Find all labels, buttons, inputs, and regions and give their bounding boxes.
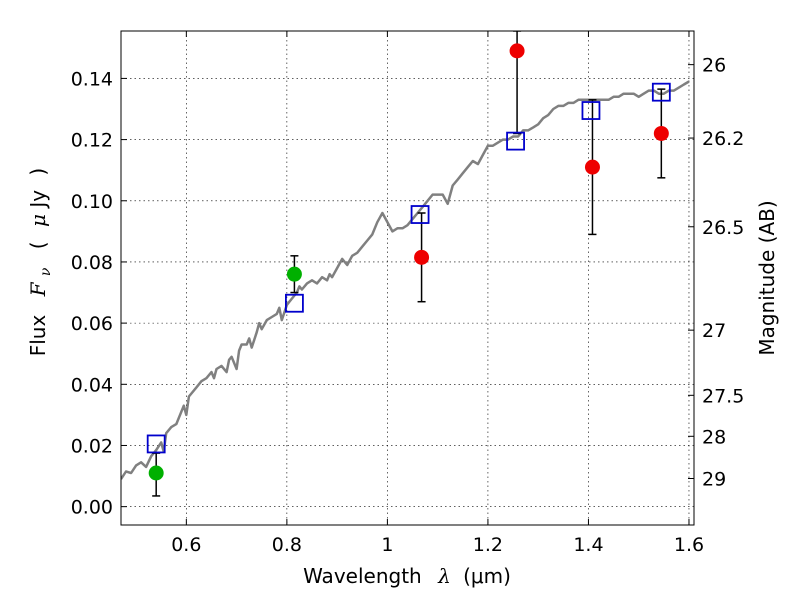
y-tick-label: 0.04	[71, 374, 113, 396]
y-axis-title-unit: Jy	[26, 190, 50, 210]
plot-content	[121, 31, 690, 497]
y-tick-label: 0.02	[71, 435, 113, 457]
x-tick-label: 1.2	[473, 534, 503, 556]
y-axis-title-text: Flux	[26, 315, 50, 357]
observed-green-point	[286, 266, 302, 282]
model-photometry-square	[651, 82, 671, 102]
y-tick-label: 0.06	[71, 313, 113, 335]
y-tick-label: 0.12	[71, 130, 113, 152]
y-axis-title: Flux F ν ( μ Jy )	[26, 168, 55, 357]
x-tick-label: 1.4	[573, 534, 603, 556]
y-tick-label: 0.14	[71, 68, 113, 90]
x-tick-label: 1.6	[674, 534, 704, 556]
observed-red-point	[584, 159, 600, 175]
y-axis-title-paren-close: )	[26, 168, 50, 176]
model-spectrum-layer	[121, 80, 690, 480]
x-tick-label: 1	[381, 534, 393, 556]
x-axis-title: Wavelength λ (μm)	[303, 564, 511, 588]
y2-tick-label: 27	[702, 320, 726, 342]
model-photometry-layer	[146, 82, 671, 454]
y-axis-title-mu: μ	[26, 214, 50, 227]
model-photometry-square	[410, 205, 430, 224]
model-photometry-square	[506, 131, 525, 151]
observed-red-point	[509, 43, 525, 59]
y-tick-label: 0.08	[71, 252, 113, 274]
x-tick-label: 0.6	[171, 534, 201, 556]
x-axis-ticks: 0.6 0.8 1 1.2 1.4 1.6	[171, 31, 704, 556]
y-axis-title-paren-open: (	[26, 241, 50, 249]
y2-axis-title: Magnitude (AB)	[755, 200, 779, 355]
x-tick-label: 0.8	[272, 534, 302, 556]
plot-frame	[120, 30, 695, 526]
observed-points-layer	[148, 43, 669, 481]
x-axis-title-unit: (μm)	[463, 564, 511, 588]
grid-lines	[121, 31, 694, 525]
y-tick-label: 0.00	[71, 497, 113, 519]
y-axis-title-subscript: ν	[38, 267, 54, 276]
y-tick-label: 0.10	[71, 191, 113, 213]
model-photometry-square	[285, 293, 304, 313]
y2-tick-label: 26.5	[702, 217, 744, 239]
y2-tick-label: 29	[702, 469, 726, 491]
x-axis-title-symbol: λ	[437, 564, 451, 588]
y-axis-ticks: 0.00 0.02 0.04 0.06 0.08 0.10 0.12 0.14	[71, 68, 127, 519]
observed-green-point	[148, 465, 164, 481]
y2-tick-label: 26	[702, 55, 726, 77]
observed-red-point	[653, 125, 669, 141]
model-spectrum-line	[121, 80, 690, 480]
y2-tick-label: 27.5	[702, 385, 744, 407]
y2-tick-label: 28	[702, 426, 726, 448]
y-axis-title-symbol: F	[26, 281, 50, 297]
x-axis-title-text: Wavelength	[303, 564, 422, 588]
y2-tick-label: 26.2	[702, 128, 744, 150]
model-photometry-square	[146, 434, 166, 454]
y2-axis-ticks: 26 26.2 26.5 27 27.5 28 29	[688, 55, 744, 491]
model-photometry-square	[581, 101, 601, 120]
observed-red-point	[414, 249, 430, 265]
